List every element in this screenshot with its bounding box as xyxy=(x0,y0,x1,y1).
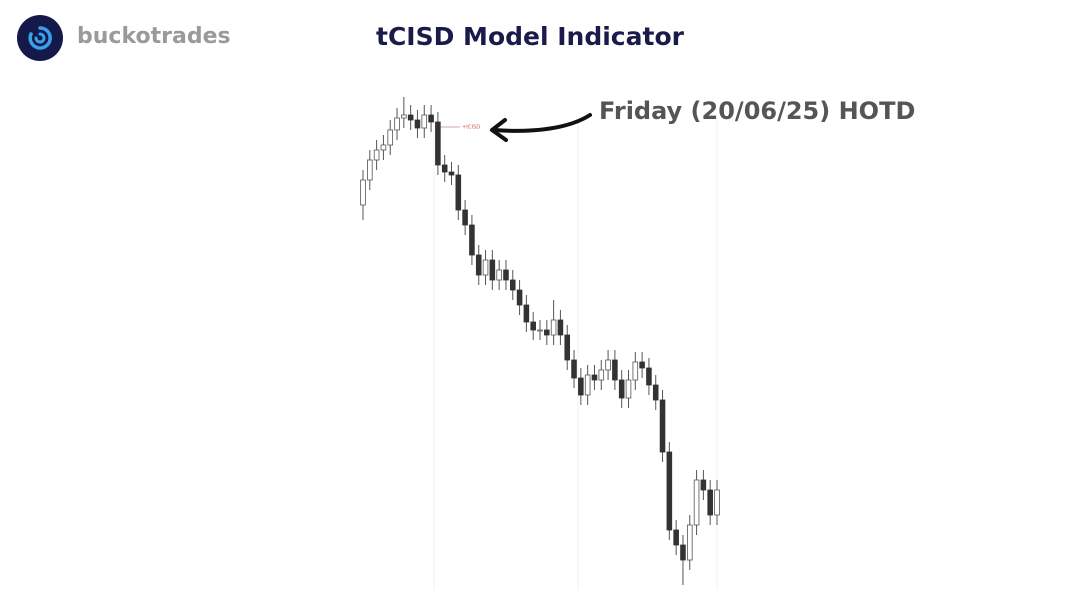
candle-body xyxy=(571,359,577,379)
candle-body xyxy=(544,329,550,336)
candle-body xyxy=(673,529,679,546)
candle-body xyxy=(550,319,557,336)
candle-body xyxy=(700,479,707,491)
candle-body xyxy=(584,374,591,396)
candle-body xyxy=(401,114,407,119)
candle-body xyxy=(482,259,489,276)
logo xyxy=(17,15,63,61)
arrow xyxy=(490,113,592,142)
candle-body xyxy=(387,129,394,146)
candle-body xyxy=(516,289,523,306)
candle-body xyxy=(693,479,700,526)
candle-body xyxy=(428,114,434,123)
candle-body xyxy=(448,171,455,176)
candle-body xyxy=(578,377,584,396)
candle-body xyxy=(632,361,639,381)
candle-body xyxy=(605,359,611,371)
candle-body xyxy=(380,144,387,151)
candle-body xyxy=(407,114,414,121)
candle-body xyxy=(686,524,693,561)
candle-body xyxy=(503,269,509,281)
candle-body xyxy=(475,254,482,276)
candle-body xyxy=(714,489,720,516)
candle-body xyxy=(680,544,686,561)
candle-body xyxy=(646,367,652,386)
candle-body xyxy=(530,321,536,331)
candle-body xyxy=(489,259,496,281)
candle-body xyxy=(537,329,543,332)
candle-body xyxy=(496,269,502,281)
candle-body xyxy=(598,369,605,381)
candle-body xyxy=(414,119,421,129)
candle-body xyxy=(360,179,366,206)
candle-body xyxy=(625,379,632,399)
annotation: Friday (20/06/25) HOTD xyxy=(599,97,916,125)
candle-body xyxy=(557,319,564,336)
candle-body xyxy=(394,117,400,131)
candle-body xyxy=(509,279,516,291)
candle-body xyxy=(591,374,598,381)
tcisd-label: +tCISD xyxy=(462,125,480,131)
brand: buckotrades xyxy=(77,24,231,49)
candle-body xyxy=(462,209,468,226)
candle-body xyxy=(612,359,618,381)
candle-body xyxy=(666,451,673,531)
candle-body xyxy=(441,164,448,173)
candle-body xyxy=(455,174,462,211)
candle-body xyxy=(618,379,625,399)
candle-body xyxy=(639,361,645,369)
candle-body xyxy=(659,399,666,453)
candle-body xyxy=(421,114,428,129)
candle-body xyxy=(367,159,373,181)
candle-body xyxy=(564,334,571,361)
candle-body xyxy=(707,489,713,516)
candle-body xyxy=(652,384,659,401)
candle-body xyxy=(373,149,380,161)
chart-title: tCISD Model Indicator xyxy=(376,22,684,51)
candle-body xyxy=(523,304,530,323)
candle-body xyxy=(435,121,441,166)
candle-body xyxy=(469,224,475,256)
